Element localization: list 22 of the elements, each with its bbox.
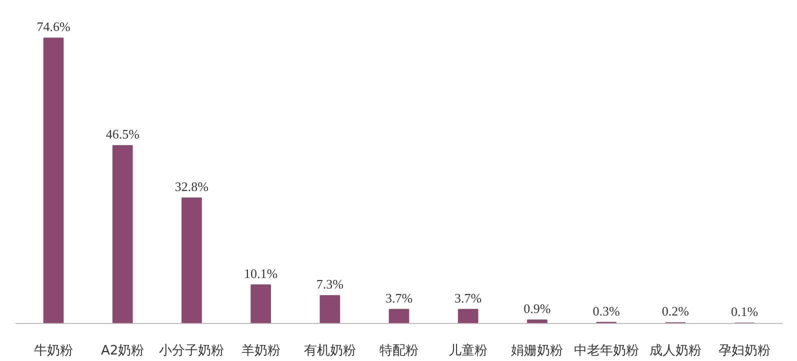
x-tick-label: 娟姗奶粉 bbox=[511, 344, 564, 358]
x-tick-label: 特配粉 bbox=[380, 344, 418, 358]
data-label: 10.1% bbox=[244, 266, 278, 281]
x-tick-label: 有机奶粉 bbox=[304, 344, 356, 358]
data-label: 0.9% bbox=[524, 301, 551, 316]
data-label: 0.1% bbox=[730, 304, 758, 320]
data-label: 46.5% bbox=[106, 126, 140, 142]
x-tick-label: 中老年奶粉 bbox=[574, 344, 639, 358]
x-tick-label: 孕妇奶粉 bbox=[718, 344, 770, 358]
data-label: 74.6% bbox=[36, 19, 70, 34]
x-tick-label: 成人奶粉 bbox=[649, 344, 702, 358]
x-tick-label: 牛奶粉 bbox=[34, 344, 74, 358]
x-tick-label: 儿童粉 bbox=[448, 342, 488, 358]
data-label: 3.7% bbox=[454, 290, 482, 306]
x-tick-label: 羊奶粉 bbox=[241, 344, 280, 358]
data-label: 3.7% bbox=[385, 290, 413, 306]
x-tick-label: 小分子奶粉 bbox=[159, 344, 224, 358]
data-label: 0.3% bbox=[592, 303, 620, 318]
data-label: 0.2% bbox=[662, 304, 690, 319]
data-label: 32.8% bbox=[174, 179, 209, 194]
data-label: 7.3% bbox=[316, 276, 344, 292]
x-tick-label: A2奶粉 bbox=[101, 344, 144, 358]
